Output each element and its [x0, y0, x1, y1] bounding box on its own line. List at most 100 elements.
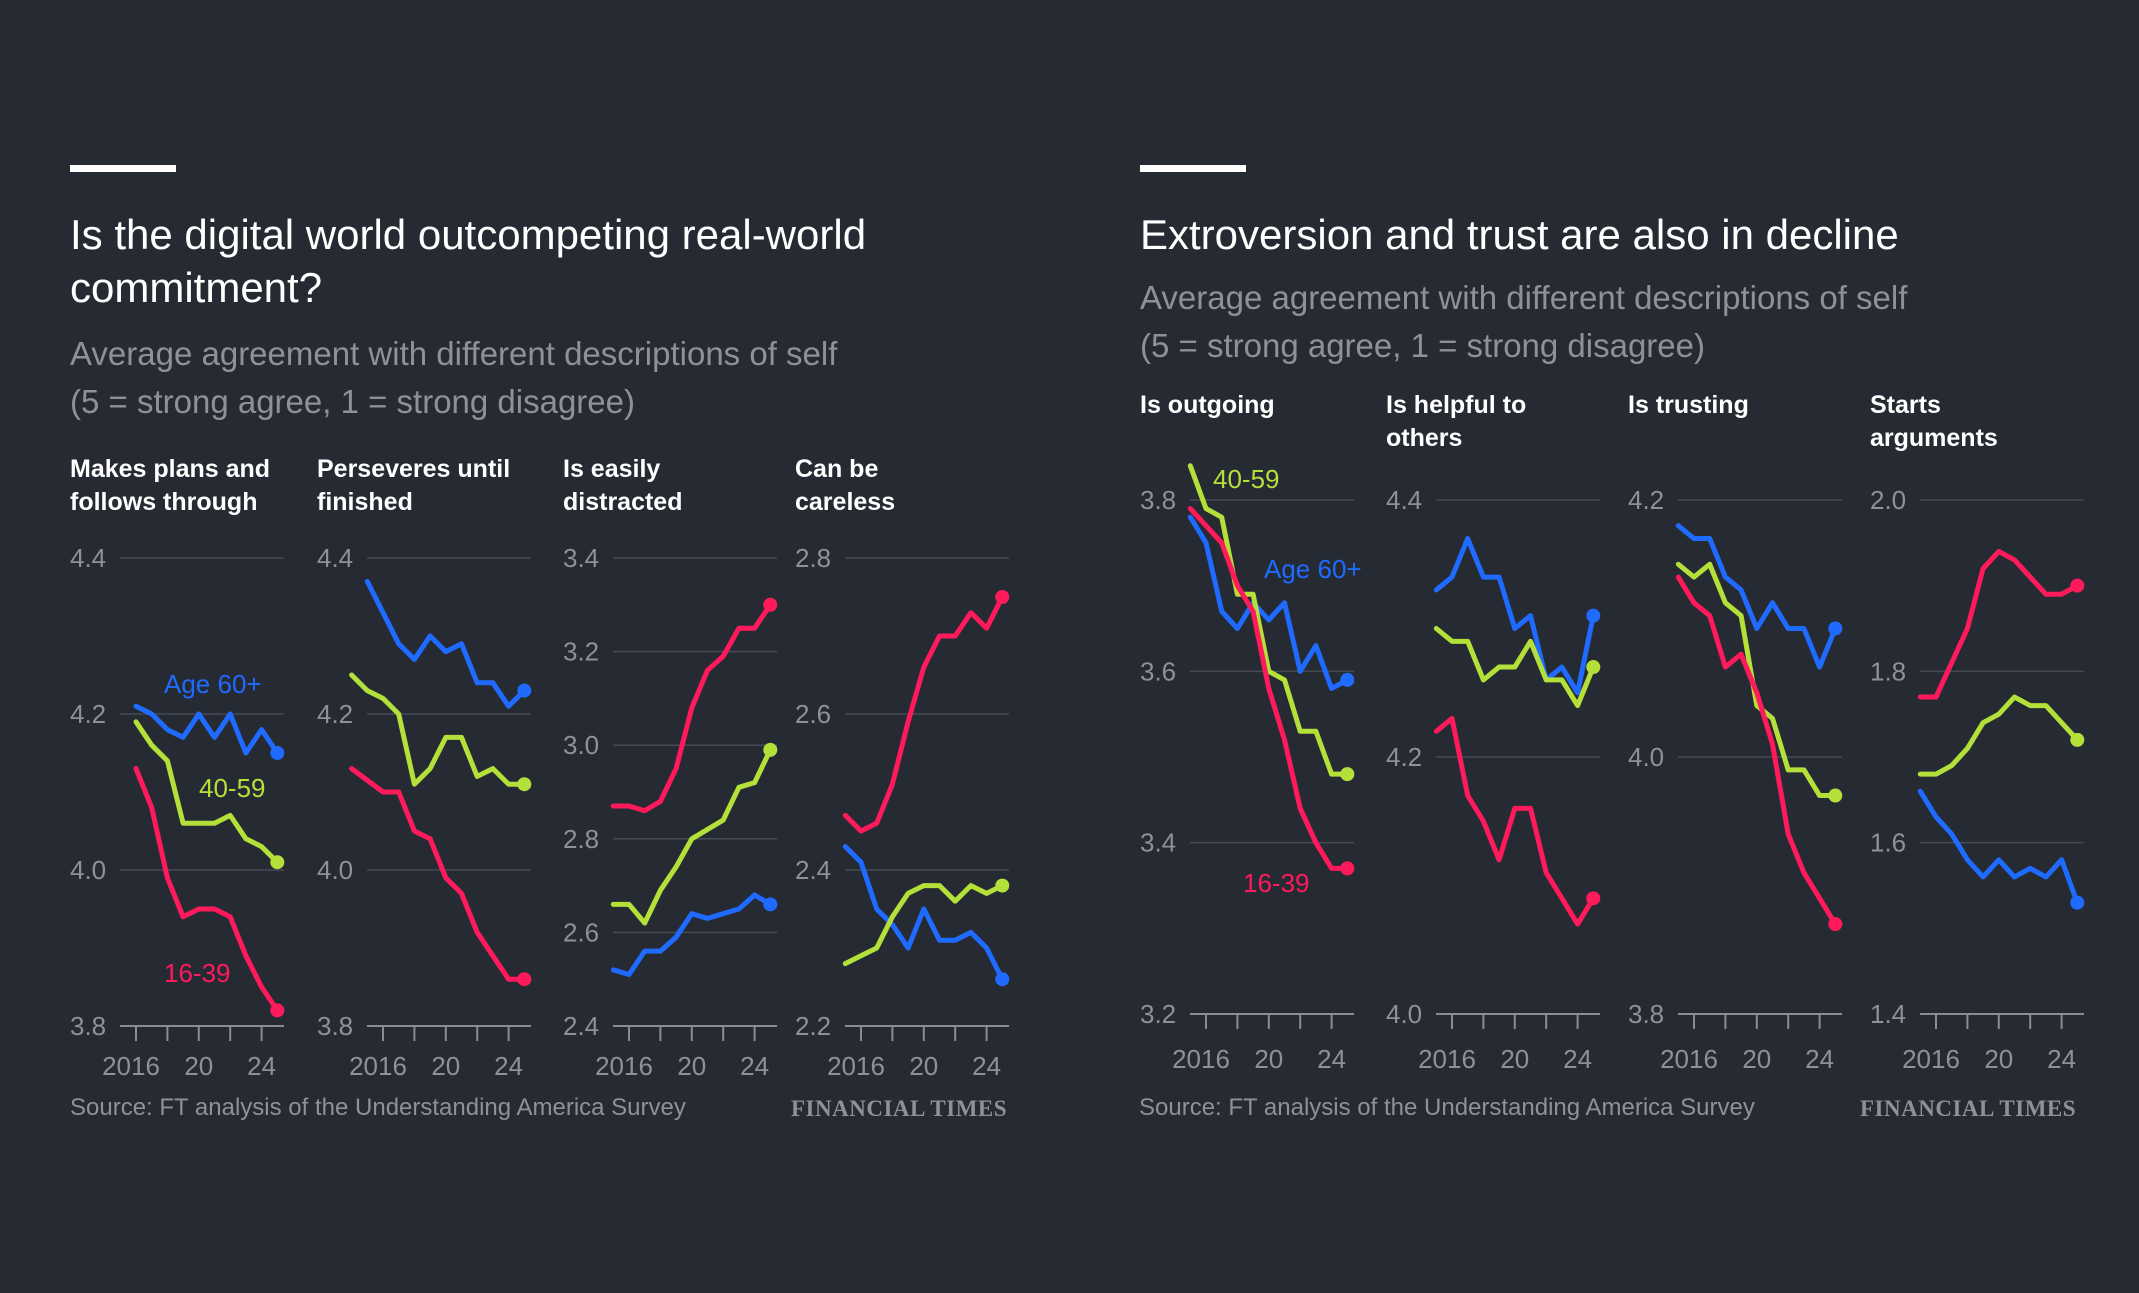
y-tick-label: 4.0 [70, 855, 106, 885]
y-tick-label: 2.0 [1870, 485, 1906, 515]
series-end-dot [1340, 767, 1355, 782]
series-end-dot [270, 855, 285, 870]
series-line-16-39 [1917, 548, 2080, 700]
panel-1: 4.4 4.2 4.0 3.8 2016 20 24 [317, 543, 532, 1081]
panel-title-distracted: Is easily distracted [563, 455, 683, 516]
x-tick-label: 24 [1805, 1044, 1834, 1074]
y-tick-label: 3.8 [1628, 999, 1664, 1029]
y-tick-label: 1.4 [1870, 999, 1906, 1029]
x-tick-label: 24 [1563, 1044, 1592, 1074]
series-line-16-39 [133, 766, 280, 1013]
y-tick-label: 3.4 [1140, 828, 1176, 858]
series-end-dot [270, 1003, 285, 1018]
series-label: 16-39 [164, 958, 231, 988]
series-label: 16-39 [1243, 868, 1310, 898]
series-end-dot [270, 746, 285, 760]
x-tick-label: 24 [247, 1051, 276, 1081]
series-end-dot [1828, 621, 1843, 636]
series-line-age-60- [364, 578, 527, 709]
y-tick-label: 4.4 [1386, 485, 1422, 515]
x-tick-label: 2016 [1660, 1044, 1718, 1074]
x-tick-label: 20 [431, 1051, 460, 1081]
series-line-age-60- [1675, 523, 1838, 670]
y-tick-label: 2.4 [563, 1011, 599, 1041]
y-tick-label: 3.2 [1140, 999, 1176, 1029]
series-end-dot [995, 590, 1010, 604]
series-line-age-60- [1917, 788, 2080, 906]
panel-0: 4.4 4.2 4.0 3.8 2016 20 24 Age 60+ 40-59 16-39 [70, 543, 285, 1081]
x-tick-label: 24 [740, 1051, 769, 1081]
series-line-16-39 [1433, 715, 1596, 927]
y-tick-label: 2.6 [563, 917, 599, 947]
y-tick-label: 3.0 [563, 730, 599, 760]
series-end-dot [1340, 672, 1355, 687]
right-source-note: Source: FT analysis of the Understanding… [1139, 1094, 1755, 1121]
series-line-40-59 [133, 719, 280, 865]
series-end-dot [517, 683, 532, 698]
x-tick-label: 24 [972, 1051, 1001, 1081]
left-source-note: Source: FT analysis of the Understanding… [70, 1094, 686, 1121]
series-line-40-59 [349, 672, 527, 787]
panel-4: 3.8 3.6 3.4 3.2 2016 20 24 Age 60+ 40-59 16-39 [1140, 463, 1362, 1074]
panel-6: 4.2 4.0 3.8 2016 20 24 [1628, 485, 1843, 1074]
series-line-16-39 [1187, 506, 1350, 871]
x-tick-label: 20 [184, 1051, 213, 1081]
series-end-dot [2070, 578, 2085, 593]
x-tick-label: 2016 [349, 1051, 407, 1081]
series-line-16-39 [842, 594, 1005, 834]
y-tick-label: 4.0 [1628, 742, 1664, 772]
left-subtitle-line1: Average agreement with different descrip… [70, 335, 838, 372]
series-line-age-60- [1433, 536, 1596, 696]
series-line-age-60- [610, 892, 773, 978]
series-end-dot [1828, 917, 1843, 932]
series-line-40-59 [1675, 561, 1838, 799]
y-tick-label: 2.2 [795, 1011, 831, 1041]
x-tick-label: 2016 [595, 1051, 653, 1081]
right-subtitle-line1: Average agreement with different descrip… [1140, 279, 1908, 316]
x-tick-label: 2016 [1418, 1044, 1476, 1074]
series-line-40-59 [842, 883, 1005, 967]
series-end-dot [2070, 732, 2085, 747]
series-label: Age 60+ [164, 669, 262, 699]
left-ft-logo: FINANCIAL TIMES [791, 1096, 1008, 1121]
y-tick-label: 1.6 [1870, 828, 1906, 858]
series-end-dot [1586, 891, 1601, 906]
x-tick-label: 2016 [1172, 1044, 1230, 1074]
y-tick-label: 3.2 [563, 637, 599, 667]
series-line-40-59 [610, 747, 773, 926]
y-tick-label: 4.2 [1386, 742, 1422, 772]
panel-5: 4.4 4.2 4.0 2016 20 24 [1386, 485, 1601, 1074]
y-tick-label: 4.0 [317, 855, 353, 885]
x-tick-label: 2016 [827, 1051, 885, 1081]
y-tick-label: 2.4 [795, 855, 831, 885]
left-chart-title: Is the digital world outcompeting real-w… [70, 211, 867, 311]
y-tick-label: 3.8 [1140, 485, 1176, 515]
x-tick-label: 20 [1254, 1044, 1283, 1074]
panel-title-careless: Can be careless [795, 455, 896, 516]
x-tick-label: 24 [1317, 1044, 1346, 1074]
series-end-dot [1586, 608, 1601, 623]
panel-7: 2.0 1.8 1.6 1.4 2016 20 24 [1870, 485, 2085, 1074]
y-tick-label: 3.8 [70, 1011, 106, 1041]
y-tick-label: 3.4 [563, 543, 599, 573]
y-tick-label: 2.8 [563, 824, 599, 854]
right-chart-title: Extroversion and trust are also in decli… [1140, 211, 1899, 258]
series-line-age-60- [1187, 514, 1350, 691]
series-line-age-60- [133, 703, 280, 756]
series-end-dot [995, 878, 1010, 893]
series-end-dot [517, 972, 532, 987]
y-tick-label: 2.8 [795, 543, 831, 573]
series-line-40-59 [1433, 626, 1596, 709]
y-tick-label: 4.2 [70, 699, 106, 729]
series-end-dot [1340, 861, 1355, 876]
series-end-dot [995, 972, 1010, 987]
panel-title-plans: Makes plans and follows through [70, 455, 271, 516]
x-tick-label: 24 [494, 1051, 523, 1081]
right-accent-bar [1140, 165, 1246, 172]
panel-title-outgoing: Is outgoing [1140, 391, 1275, 419]
series-end-dot [763, 742, 778, 757]
series-line-16-39 [610, 602, 773, 814]
series-end-dot [763, 597, 778, 612]
y-tick-label: 4.2 [317, 699, 353, 729]
